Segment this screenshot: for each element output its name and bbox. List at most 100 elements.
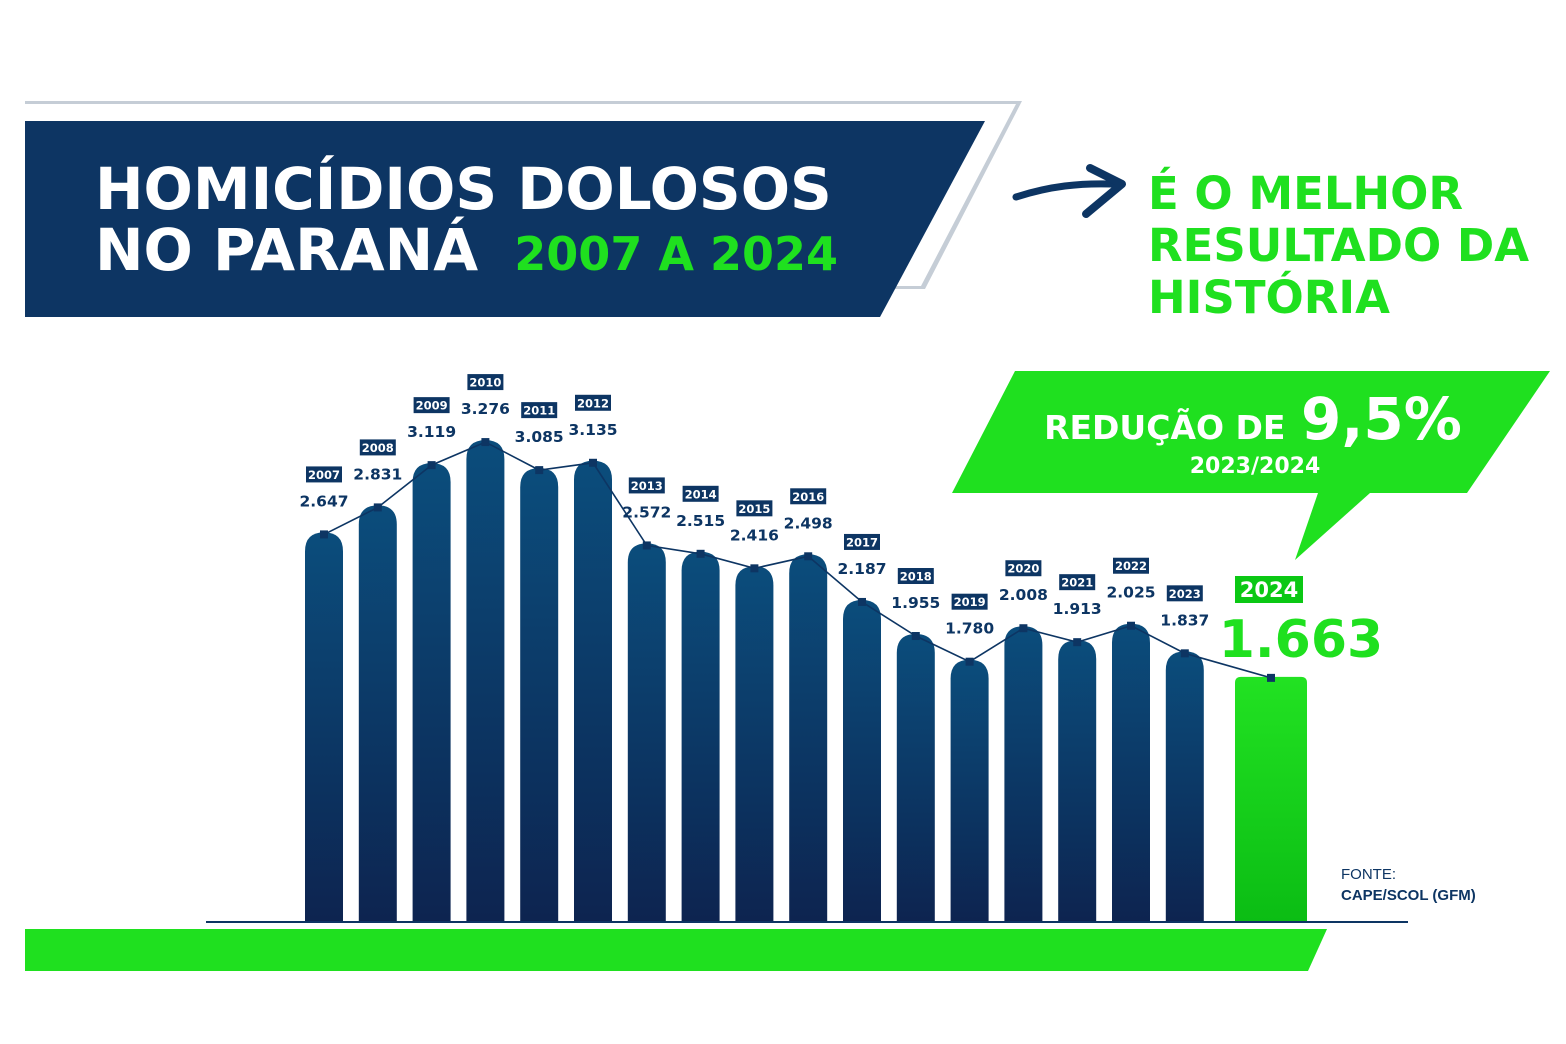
year-label-2021: 2021: [1061, 576, 1093, 590]
bar-2024: [1235, 676, 1307, 921]
marker-2009: [427, 461, 436, 470]
year-label-2017: 2017: [846, 535, 878, 549]
bar-2022: [1112, 623, 1150, 921]
year-tag-2014: [682, 485, 719, 502]
bar-2018: [896, 634, 935, 921]
marker-2013: [642, 541, 651, 550]
marker-2008: [373, 503, 382, 512]
headline-line2: RESULTADO DA: [1148, 219, 1529, 272]
marker-2020: [1019, 624, 1028, 633]
value-label-2017: 2.187: [837, 560, 886, 578]
headline-line3: HISTÓRIA: [1148, 271, 1390, 324]
bar-2020: [1004, 626, 1043, 921]
bar-2016: [789, 554, 828, 921]
value-label-2012: 3.135: [568, 421, 617, 439]
year-label-2007: 2007: [308, 468, 340, 482]
reduction-period: 2023/2024: [1190, 454, 1321, 479]
header-banner: [25, 121, 985, 317]
value-label-2023: 1.837: [1160, 611, 1209, 629]
year-tag-2012: [575, 394, 611, 411]
value-label-2014: 2.515: [676, 512, 725, 530]
year-tag-2023: [1166, 585, 1203, 602]
bar-2019: [950, 659, 989, 921]
highlight-year: 2024: [1240, 578, 1298, 602]
bar-2011: [520, 468, 559, 921]
marker-2015: [750, 564, 759, 573]
year-tag-2015: [736, 500, 773, 517]
trend-markers: [320, 438, 1275, 682]
bar-2010: [466, 440, 505, 921]
marker-2022: [1127, 621, 1135, 630]
headline-line1: É O MELHOR: [1148, 167, 1463, 220]
reduction-line: REDUÇÃO DE 9,5%: [1044, 385, 1462, 453]
marker-2024: [1267, 673, 1275, 682]
year-tag-2010: [467, 374, 504, 391]
year-tag-2008: [359, 439, 396, 456]
marker-2019: [965, 657, 974, 666]
value-label-2022: 2.025: [1106, 584, 1155, 602]
bar-2008: [358, 505, 397, 921]
year-tag-2018: [897, 568, 934, 585]
arrow-right-icon: [1012, 164, 1126, 218]
year-tag-2016: [790, 488, 827, 505]
bars: [305, 440, 1307, 921]
marker-2023: [1180, 649, 1189, 658]
value-label-2015: 2.416: [730, 526, 779, 544]
year-tag-2022: [1113, 557, 1149, 574]
trend-line: [323, 441, 1272, 679]
bar-labels: 2007 2.647 2008 2.831 2009 3.119 2010 3.276 2011…: [299, 374, 1209, 638]
year-tag-2020: [1005, 560, 1042, 577]
marker-2017: [858, 597, 866, 606]
year-tag-2009: [413, 397, 450, 414]
bar-2023: [1165, 651, 1204, 921]
bar-2015: [735, 566, 774, 921]
value-label-2016: 2.498: [784, 514, 833, 532]
year-label-2012: 2012: [577, 396, 609, 410]
title-line1: HOMICÍDIOS DOLOSOS: [95, 154, 832, 223]
bar-2012: [574, 460, 612, 921]
title-place: NO PARANÁ: [95, 215, 478, 284]
value-label-2007: 2.647: [299, 492, 348, 510]
value-label-2010: 3.276: [461, 400, 510, 418]
bar-2017: [843, 599, 881, 921]
value-label-2021: 1.913: [1053, 600, 1102, 618]
marker-2021: [1073, 638, 1082, 647]
title-line2: NO PARANÁ 2007 A 2024: [95, 215, 838, 284]
bar-2013: [627, 543, 666, 921]
reduction-value: 9,5%: [1301, 385, 1462, 453]
value-label-2013: 2.572: [622, 503, 671, 521]
year-label-2018: 2018: [900, 570, 932, 584]
year-label-2013: 2013: [631, 479, 663, 493]
highlight-year-tag: [1235, 576, 1303, 603]
title-period: 2007 A 2024: [514, 227, 838, 281]
source-text: CAPE/SCOL (GFM): [1341, 887, 1476, 904]
marker-2016: [804, 552, 813, 561]
highlight-value: 1.663: [1219, 610, 1383, 670]
footer-strip: [25, 929, 1327, 971]
year-label-2011: 2011: [523, 404, 555, 418]
bar-2007: [305, 532, 343, 921]
year-tag-2011: [521, 402, 558, 419]
reduction-callout: [952, 371, 1550, 560]
value-label-2020: 2.008: [999, 586, 1048, 604]
marker-2012: [589, 458, 597, 467]
marker-2011: [535, 466, 544, 475]
marker-2010: [481, 438, 490, 447]
year-label-2015: 2015: [738, 502, 770, 516]
year-label-2023: 2023: [1169, 587, 1201, 601]
reduction-label: REDUÇÃO DE: [1044, 407, 1285, 447]
marker-2014: [696, 549, 705, 558]
value-label-2011: 3.085: [515, 428, 564, 446]
year-label-2008: 2008: [362, 441, 394, 455]
bar-2014: [681, 551, 720, 921]
year-label-2022: 2022: [1115, 559, 1147, 573]
value-label-2009: 3.119: [407, 423, 456, 441]
source-label: FONTE:: [1341, 866, 1396, 883]
year-tag-2019: [951, 593, 988, 610]
year-tag-2017: [844, 533, 880, 550]
year-label-2009: 2009: [416, 399, 448, 413]
year-label-2014: 2014: [685, 487, 717, 501]
bar-2021: [1058, 640, 1097, 921]
value-label-2018: 1.955: [891, 594, 940, 612]
